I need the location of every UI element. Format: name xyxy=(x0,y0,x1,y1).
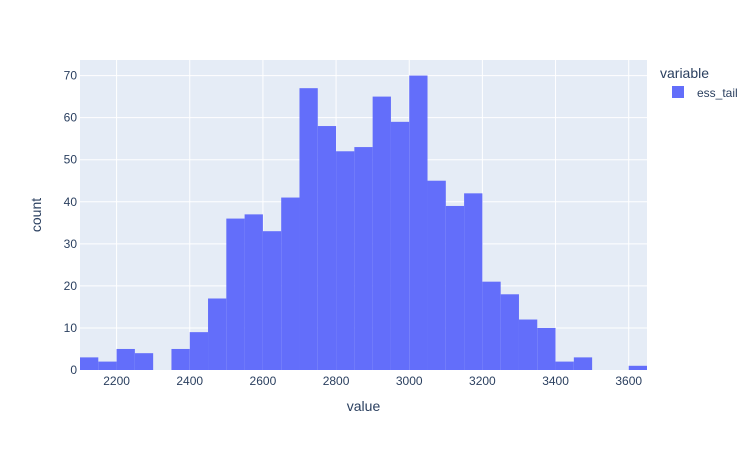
histogram-bar[interactable] xyxy=(464,193,483,370)
histogram-bar[interactable] xyxy=(390,121,410,370)
y-tick-label: 40 xyxy=(64,195,78,209)
bars xyxy=(80,75,647,370)
legend-label: ess_tail xyxy=(697,86,738,100)
histogram-bar[interactable] xyxy=(80,357,99,370)
histogram-bar[interactable] xyxy=(427,180,446,370)
histogram-bar[interactable] xyxy=(317,126,337,370)
x-tick-labels: 2200 2400 2600 2800 3000 3200 3400 3600 xyxy=(103,374,642,388)
histogram-bar[interactable] xyxy=(189,332,209,370)
x-tick-label: 3600 xyxy=(615,374,642,388)
histogram-bar[interactable] xyxy=(208,298,227,370)
x-axis-title: value xyxy=(347,398,381,414)
histogram-bar[interactable] xyxy=(518,319,538,370)
histogram-bar[interactable] xyxy=(281,197,300,370)
legend-title: variable xyxy=(660,65,709,81)
histogram-bar[interactable] xyxy=(299,88,318,370)
y-tick-labels: 0 10 20 30 40 50 60 70 xyxy=(64,69,78,377)
histogram-bar[interactable] xyxy=(354,147,373,370)
legend-swatch xyxy=(672,86,684,98)
histogram-bar[interactable] xyxy=(628,365,647,370)
histogram-bar[interactable] xyxy=(134,353,154,370)
y-tick-label: 10 xyxy=(64,321,78,335)
histogram-bar[interactable] xyxy=(226,218,245,370)
histogram-bar[interactable] xyxy=(98,361,117,370)
histogram-bar[interactable] xyxy=(262,231,282,370)
y-tick-label: 0 xyxy=(70,363,77,377)
y-axis-title: count xyxy=(28,198,44,232)
histogram-bar[interactable] xyxy=(537,327,556,370)
x-tick-label: 2800 xyxy=(323,374,350,388)
histogram-bar[interactable] xyxy=(445,205,465,370)
y-tick-label: 30 xyxy=(64,237,78,251)
histogram-bar[interactable] xyxy=(244,214,263,370)
y-tick-label: 70 xyxy=(64,69,78,83)
histogram-bar[interactable] xyxy=(500,294,519,370)
x-tick-label: 2400 xyxy=(176,374,203,388)
histogram-bar[interactable] xyxy=(171,348,190,370)
legend-item-ess-tail[interactable]: ess_tail xyxy=(672,86,738,100)
histogram-bar[interactable] xyxy=(409,75,428,370)
x-tick-label: 3200 xyxy=(469,374,496,388)
histogram-bar[interactable] xyxy=(336,151,355,370)
histogram-bar[interactable] xyxy=(372,96,391,370)
legend[interactable]: variable ess_tail xyxy=(660,65,738,100)
y-tick-label: 20 xyxy=(64,279,78,293)
x-tick-label: 3000 xyxy=(396,374,423,388)
x-tick-label: 2600 xyxy=(250,374,277,388)
y-tick-label: 50 xyxy=(64,153,78,167)
histogram-bar[interactable] xyxy=(573,357,593,370)
x-tick-label: 2200 xyxy=(103,374,130,388)
histogram-bar[interactable] xyxy=(555,361,574,370)
x-tick-label: 3400 xyxy=(542,374,569,388)
histogram-bar[interactable] xyxy=(482,281,501,370)
y-tick-label: 60 xyxy=(64,111,78,125)
histogram-bar[interactable] xyxy=(116,348,135,370)
